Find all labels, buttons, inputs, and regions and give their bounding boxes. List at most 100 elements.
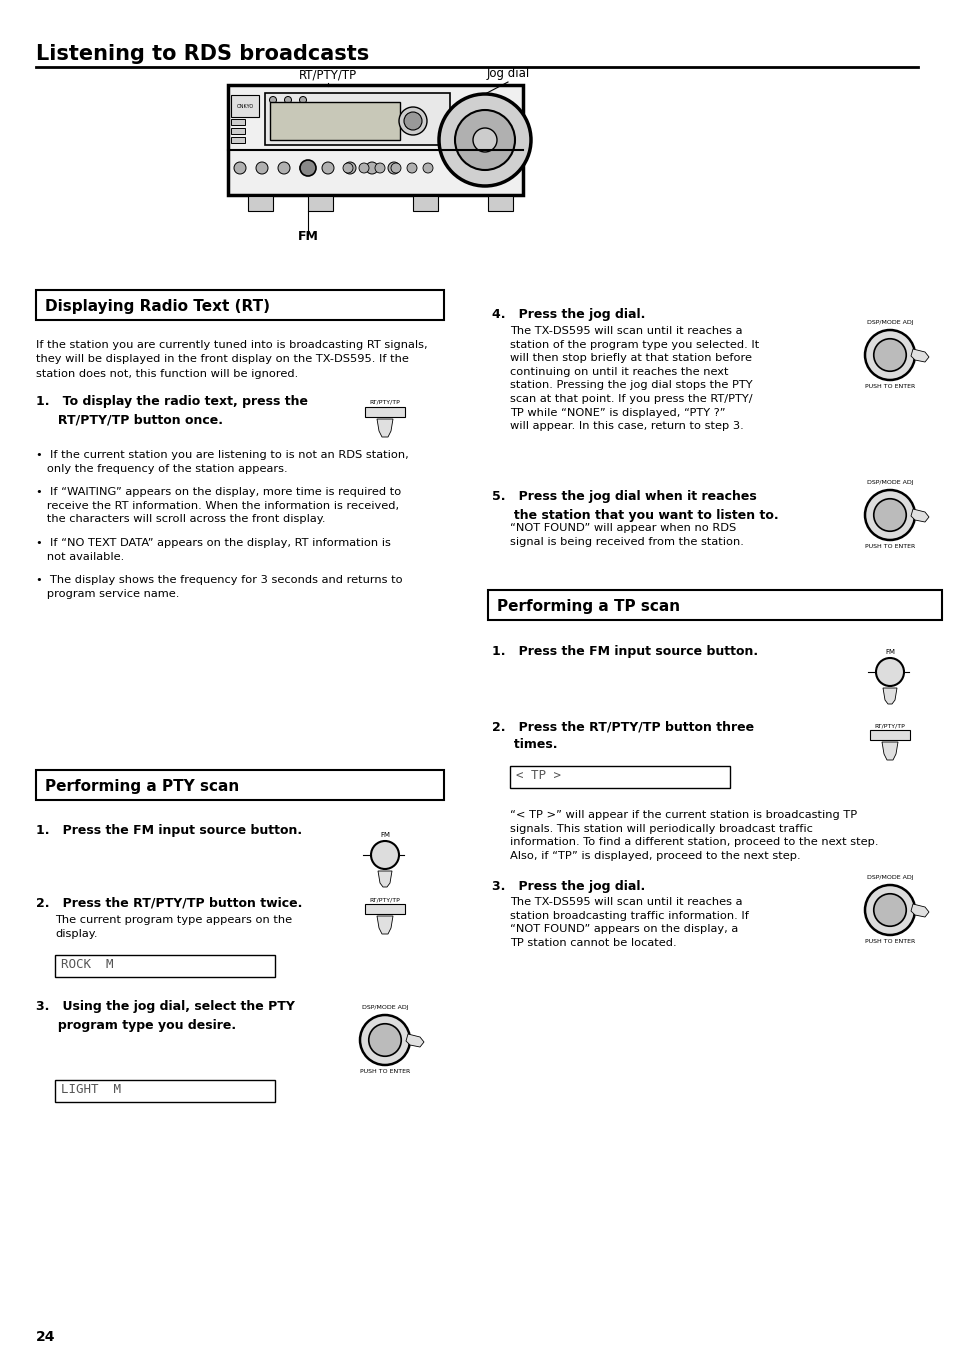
Polygon shape — [910, 904, 928, 917]
Circle shape — [299, 162, 312, 174]
Circle shape — [455, 109, 515, 170]
Bar — [365, 904, 405, 915]
Text: •  If the current station you are listening to is not an RDS station,
   only th: • If the current station you are listeni… — [36, 450, 408, 474]
Text: The TX-DS595 will scan until it reaches a
station of the program type you select: The TX-DS595 will scan until it reaches … — [510, 326, 759, 431]
Text: •  If “WAITING” appears on the display, more time is required to
   receive the : • If “WAITING” appears on the display, m… — [36, 486, 401, 524]
Text: PUSH TO ENTER: PUSH TO ENTER — [359, 1069, 410, 1074]
Circle shape — [438, 95, 531, 186]
Text: 2.   Press the RT/PTY/TP button twice.: 2. Press the RT/PTY/TP button twice. — [36, 896, 302, 909]
Polygon shape — [377, 871, 392, 888]
Text: Listening to RDS broadcasts: Listening to RDS broadcasts — [36, 45, 369, 63]
Polygon shape — [910, 509, 928, 521]
Text: “< TP >” will appear if the current station is broadcasting TP
signals. This sta: “< TP >” will appear if the current stat… — [510, 811, 878, 861]
Bar — [55, 955, 274, 977]
Bar — [231, 136, 245, 143]
Circle shape — [388, 162, 399, 174]
Circle shape — [473, 128, 497, 153]
Circle shape — [343, 163, 353, 173]
Text: LIGHT  M: LIGHT M — [61, 1084, 121, 1096]
Polygon shape — [406, 1034, 423, 1047]
Circle shape — [299, 96, 306, 104]
Circle shape — [875, 658, 903, 686]
Circle shape — [299, 159, 315, 176]
Bar — [365, 407, 405, 417]
Text: •  If “NO TEXT DATA” appears on the display, RT information is
   not available.: • If “NO TEXT DATA” appears on the displ… — [36, 538, 391, 562]
Polygon shape — [882, 742, 897, 761]
Text: PUSH TO ENTER: PUSH TO ENTER — [864, 384, 914, 389]
Circle shape — [391, 163, 400, 173]
Bar — [270, 101, 399, 141]
Circle shape — [269, 96, 276, 104]
Bar — [228, 85, 522, 195]
Text: < TP >: < TP > — [516, 769, 560, 782]
Bar — [308, 196, 333, 211]
Text: The current program type appears on the
display.: The current program type appears on the … — [55, 915, 292, 939]
Text: DSP/MODE ADJ: DSP/MODE ADJ — [865, 875, 912, 880]
Bar — [488, 590, 941, 620]
Circle shape — [358, 163, 369, 173]
Text: 24: 24 — [36, 1329, 55, 1344]
Circle shape — [864, 330, 914, 380]
Text: •  The display shows the frequency for 3 seconds and returns to
   program servi: • The display shows the frequency for 3 … — [36, 576, 402, 598]
Circle shape — [873, 339, 905, 372]
Text: DSP/MODE ADJ: DSP/MODE ADJ — [865, 480, 912, 485]
Text: DSP/MODE ADJ: DSP/MODE ADJ — [361, 1005, 408, 1011]
Circle shape — [422, 163, 433, 173]
Circle shape — [864, 490, 914, 540]
Text: FM: FM — [297, 230, 318, 243]
Polygon shape — [376, 419, 393, 436]
Circle shape — [873, 894, 905, 927]
Text: 2.   Press the RT/PTY/TP button three
     times.: 2. Press the RT/PTY/TP button three time… — [492, 720, 753, 751]
Circle shape — [359, 1015, 410, 1065]
Circle shape — [371, 842, 398, 869]
Circle shape — [277, 162, 290, 174]
Bar — [488, 196, 513, 211]
Text: If the station you are currently tuned into is broadcasting RT signals,
they wil: If the station you are currently tuned i… — [36, 340, 427, 378]
Text: Displaying Radio Text (RT): Displaying Radio Text (RT) — [45, 300, 270, 315]
Text: DSP/MODE ADJ: DSP/MODE ADJ — [865, 320, 912, 326]
Text: ROCK  M: ROCK M — [61, 958, 113, 971]
Circle shape — [398, 107, 427, 135]
Bar — [510, 766, 729, 788]
Text: 3.   Press the jog dial.: 3. Press the jog dial. — [492, 880, 644, 893]
Circle shape — [873, 499, 905, 531]
Circle shape — [233, 162, 246, 174]
Text: PUSH TO ENTER: PUSH TO ENTER — [864, 544, 914, 549]
Bar — [55, 1079, 274, 1102]
Polygon shape — [910, 349, 928, 362]
Bar — [231, 119, 245, 126]
Circle shape — [284, 96, 292, 104]
Text: “NOT FOUND” will appear when no RDS
signal is being received from the station.: “NOT FOUND” will appear when no RDS sign… — [510, 523, 743, 547]
Text: 1.   Press the FM input source button.: 1. Press the FM input source button. — [36, 824, 302, 838]
Circle shape — [322, 162, 334, 174]
Bar — [869, 730, 909, 740]
Text: 1.   Press the FM input source button.: 1. Press the FM input source button. — [492, 644, 758, 658]
Text: PUSH TO ENTER: PUSH TO ENTER — [864, 939, 914, 944]
Text: 1.   To display the radio text, press the
     RT/PTY/TP button once.: 1. To display the radio text, press the … — [36, 394, 308, 427]
Circle shape — [403, 112, 421, 130]
Bar — [231, 128, 245, 134]
Text: 3.   Using the jog dial, select the PTY
     program type you desire.: 3. Using the jog dial, select the PTY pr… — [36, 1000, 294, 1032]
Text: 4.   Press the jog dial.: 4. Press the jog dial. — [492, 308, 644, 322]
Text: Performing a PTY scan: Performing a PTY scan — [45, 780, 239, 794]
Bar — [248, 196, 273, 211]
Text: Performing a TP scan: Performing a TP scan — [497, 600, 679, 615]
Bar — [231, 95, 258, 118]
Circle shape — [864, 885, 914, 935]
Text: The TX-DS595 will scan until it reaches a
station broadcasting traffic informati: The TX-DS595 will scan until it reaches … — [510, 897, 748, 948]
Bar — [265, 93, 450, 145]
Polygon shape — [882, 688, 896, 704]
Text: FM: FM — [884, 648, 894, 655]
Text: RT/PTY/TP: RT/PTY/TP — [369, 897, 400, 902]
Bar — [413, 196, 437, 211]
Circle shape — [369, 1024, 401, 1056]
Text: RT/PTY/TP: RT/PTY/TP — [874, 723, 904, 728]
Text: RT/PTY/TP: RT/PTY/TP — [369, 400, 400, 405]
Text: RT/PTY/TP: RT/PTY/TP — [298, 68, 356, 81]
Circle shape — [366, 162, 377, 174]
Bar — [36, 770, 443, 800]
Text: Jog dial: Jog dial — [486, 68, 529, 80]
Text: 5.   Press the jog dial when it reaches
     the station that you want to listen: 5. Press the jog dial when it reaches th… — [492, 490, 778, 521]
Circle shape — [375, 163, 385, 173]
Circle shape — [255, 162, 268, 174]
